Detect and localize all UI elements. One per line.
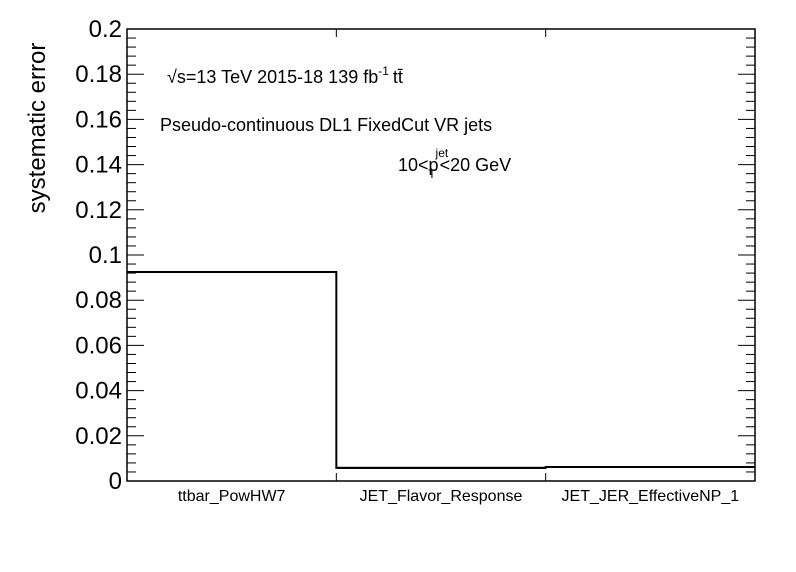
x-category-label: ttbar_PowHW7 bbox=[178, 488, 286, 505]
y-axis-label: systematic error bbox=[24, 43, 51, 214]
x-category-label: JET_JER_EffectiveNP_1 bbox=[562, 488, 740, 505]
y-tick-label: 0.16 bbox=[75, 106, 122, 133]
y-axis: 0 0.02 0.04 0.06 0.08 0.1 0.12 0.14 0.16 0.18 0.2 bbox=[75, 16, 755, 495]
pt-subscript: T bbox=[428, 167, 436, 181]
y-tick-label: 0.08 bbox=[75, 287, 122, 314]
y-tick-label: 0.1 bbox=[89, 242, 122, 269]
y-tick-label: 0.18 bbox=[75, 61, 122, 88]
y-tick-label: 0.14 bbox=[75, 152, 122, 179]
pt-high-text: <20 GeV bbox=[440, 155, 512, 175]
sqrt-s-symbol: √s bbox=[167, 67, 186, 87]
plot-frame bbox=[126, 28, 756, 482]
lumi-exponent: -1 bbox=[378, 64, 389, 78]
pt-range-annotation: 10<pjet T <20 GeV bbox=[398, 146, 511, 181]
x-axis: ttbar_PowHW7 JET_Flavor_Response JET_JER_E… bbox=[178, 29, 739, 505]
pt-superscript: jet bbox=[435, 146, 449, 160]
y-tick-label: 0.06 bbox=[75, 332, 122, 359]
process-label: tt̄ bbox=[393, 67, 403, 87]
y-tick-label: 0.2 bbox=[89, 16, 122, 43]
bar-marks bbox=[127, 270, 755, 469]
energy-lumi-annotation: √s=13 TeV 2015-18 139 fb-1 tt̄ bbox=[167, 64, 403, 87]
pt-low-text: 10<p bbox=[398, 155, 439, 175]
energy-lumi-text: =13 TeV 2015-18 139 fb bbox=[186, 67, 378, 87]
y-tick-label: 0.02 bbox=[75, 423, 122, 450]
y-tick-label: 0.04 bbox=[75, 378, 122, 405]
y-tick-label: 0.12 bbox=[75, 197, 122, 224]
x-category-label: JET_Flavor_Response bbox=[360, 488, 523, 505]
tagger-annotation: Pseudo-continuous DL1 FixedCut VR jets bbox=[160, 115, 492, 135]
y-tick-label: 0 bbox=[109, 468, 122, 495]
